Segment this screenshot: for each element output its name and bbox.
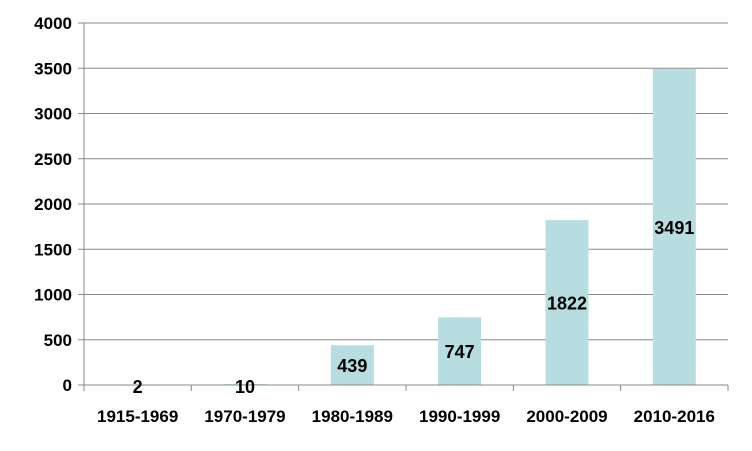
data-label: 747 — [445, 342, 475, 362]
data-label: 3491 — [654, 218, 694, 238]
y-tick-label: 4000 — [34, 14, 72, 33]
x-tick-label: 2010-2016 — [634, 407, 715, 426]
bars — [116, 69, 696, 386]
y-tick-label: 2000 — [34, 195, 72, 214]
x-tick-label: 1915-1969 — [97, 407, 178, 426]
y-tick-label: 3000 — [34, 105, 72, 124]
bar-2010-2016 — [652, 69, 696, 385]
x-tick-label: 1990-1999 — [419, 407, 500, 426]
y-tick-label: 3500 — [34, 59, 72, 78]
y-tick-label: 1000 — [34, 286, 72, 305]
gridlines — [84, 22, 728, 341]
bar-2000-2009 — [545, 220, 589, 385]
y-tick-label: 0 — [63, 376, 72, 395]
bar-1980-1989 — [330, 345, 374, 385]
y-tick-label: 2500 — [34, 150, 72, 169]
x-tick-label: 1970-1979 — [204, 407, 285, 426]
axes — [83, 23, 729, 391]
data-labels: 2 10 439 747 1822 3491 — [133, 218, 695, 397]
y-axis-ticks: 0 500 1000 1500 2000 2500 3000 3500 4000 — [34, 14, 84, 395]
x-tick-label: 1980-1989 — [312, 407, 393, 426]
x-axis-ticks: 1915-1969 1970-1979 1980-1989 1990-1999 2000… — [97, 407, 715, 426]
data-label: 10 — [235, 377, 255, 397]
y-tick-label: 1500 — [34, 240, 72, 259]
x-tick-label: 2000-2009 — [526, 407, 607, 426]
data-label: 1822 — [547, 294, 587, 314]
data-label: 2 — [133, 377, 143, 397]
data-label: 439 — [337, 356, 367, 376]
y-tick-label: 500 — [44, 331, 72, 350]
bar-1990-1999 — [438, 317, 482, 385]
